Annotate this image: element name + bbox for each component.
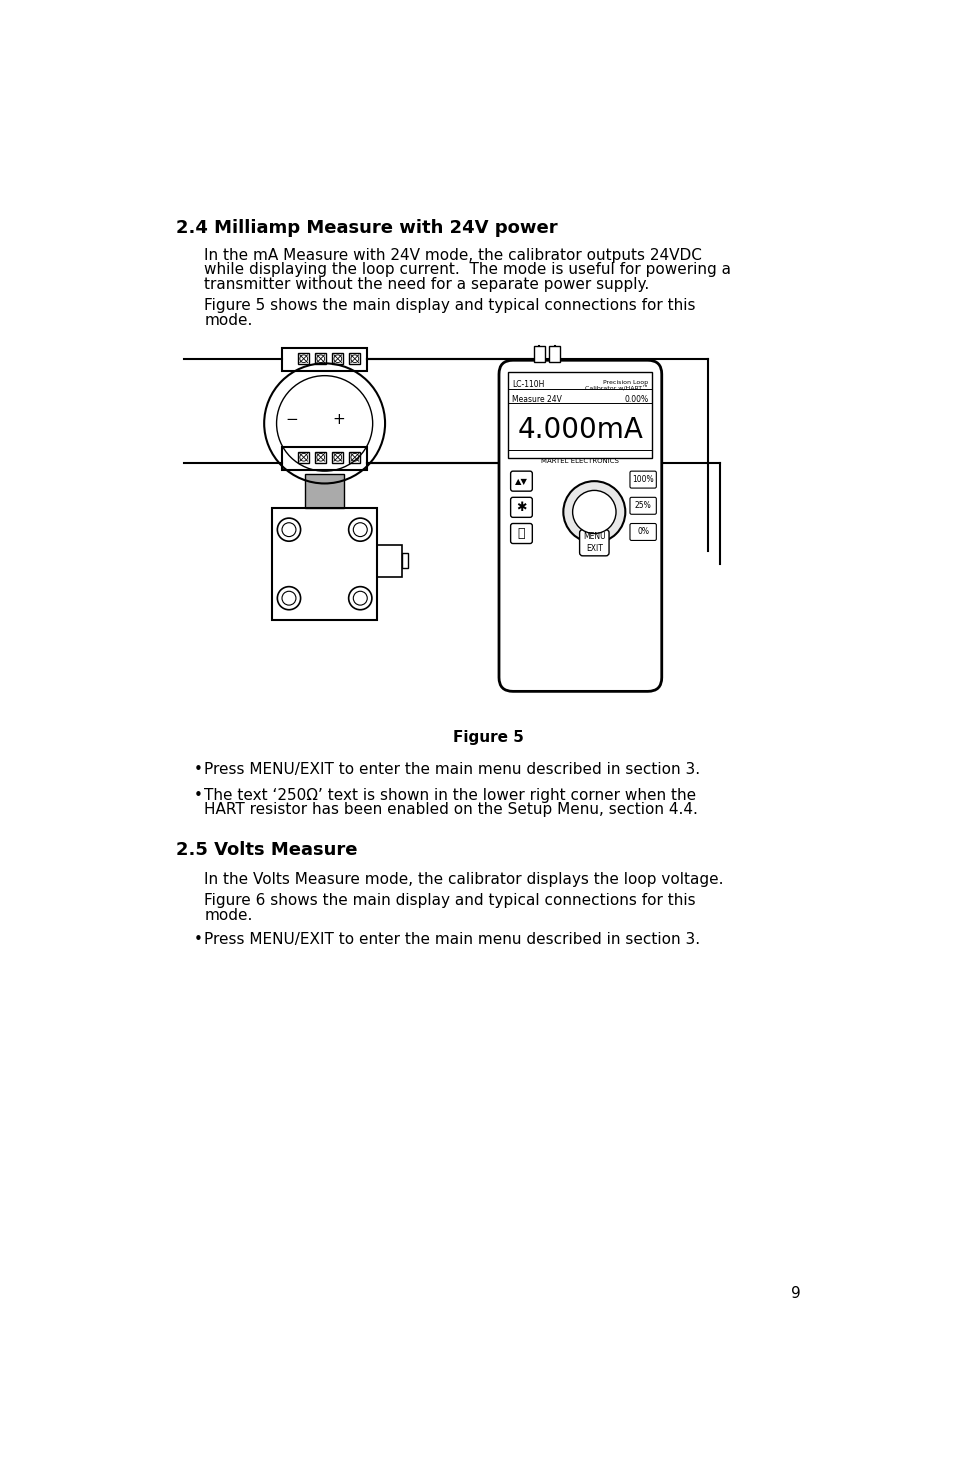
Circle shape xyxy=(572,490,616,534)
Bar xyxy=(282,447,367,469)
Bar xyxy=(298,354,309,364)
Text: 9: 9 xyxy=(791,1286,801,1301)
Text: In the mA Measure with 24V mode, the calibrator outputs 24VDC: In the mA Measure with 24V mode, the cal… xyxy=(204,248,701,263)
Text: ▲▼: ▲▼ xyxy=(515,476,527,485)
FancyBboxPatch shape xyxy=(629,471,656,488)
Circle shape xyxy=(562,481,624,543)
Text: Figure 6 shows the main display and typical connections for this: Figure 6 shows the main display and typi… xyxy=(204,892,696,909)
Bar xyxy=(298,451,309,463)
Bar xyxy=(377,546,402,577)
FancyBboxPatch shape xyxy=(579,530,608,556)
Text: In the Volts Measure mode, the calibrator displays the loop voltage.: In the Volts Measure mode, the calibrato… xyxy=(204,872,723,886)
FancyBboxPatch shape xyxy=(629,497,656,515)
Bar xyxy=(534,347,544,361)
Text: 2.4 Milliamp Measure with 24V power: 2.4 Milliamp Measure with 24V power xyxy=(175,220,557,237)
Text: MENU
EXIT: MENU EXIT xyxy=(582,532,605,553)
Text: transmitter without the need for a separate power supply.: transmitter without the need for a separ… xyxy=(204,277,649,292)
Text: Press MENU/EXIT to enter the main menu described in section 3.: Press MENU/EXIT to enter the main menu d… xyxy=(204,763,700,777)
Text: The text ‘250Ω’ text is shown in the lower right corner when the: The text ‘250Ω’ text is shown in the low… xyxy=(204,788,696,802)
Bar xyxy=(549,347,559,361)
Text: ⏻: ⏻ xyxy=(517,527,525,540)
Text: •: • xyxy=(193,763,202,777)
Bar xyxy=(402,553,408,568)
Text: 2.5 Volts Measure: 2.5 Volts Measure xyxy=(175,841,357,858)
Bar xyxy=(332,354,343,364)
FancyBboxPatch shape xyxy=(498,360,661,692)
Text: +: + xyxy=(332,412,345,428)
Text: Figure 5 shows the main display and typical connections for this: Figure 5 shows the main display and typi… xyxy=(204,298,696,313)
Bar xyxy=(508,372,652,459)
Text: −: − xyxy=(285,412,298,428)
Text: 4.000mA: 4.000mA xyxy=(517,416,642,444)
FancyBboxPatch shape xyxy=(510,471,532,491)
Text: Measure 24V: Measure 24V xyxy=(512,395,561,404)
Text: Precision Loop
Calibrator w/HART™: Precision Loop Calibrator w/HART™ xyxy=(584,379,648,391)
Bar xyxy=(315,354,326,364)
Text: MARTEL ELECTRONICS: MARTEL ELECTRONICS xyxy=(541,459,618,465)
Text: while displaying the loop current.  The mode is useful for powering a: while displaying the loop current. The m… xyxy=(204,263,731,277)
Text: mode.: mode. xyxy=(204,313,253,327)
Text: 25%: 25% xyxy=(634,502,651,510)
Bar xyxy=(305,475,344,507)
FancyBboxPatch shape xyxy=(510,497,532,518)
Text: HART resistor has been enabled on the Setup Menu, section 4.4.: HART resistor has been enabled on the Se… xyxy=(204,802,698,817)
Bar xyxy=(272,507,377,620)
Text: 100%: 100% xyxy=(632,475,653,484)
Bar xyxy=(349,354,360,364)
Bar xyxy=(282,348,367,372)
Text: Figure 5: Figure 5 xyxy=(453,730,524,745)
Text: •: • xyxy=(193,932,202,947)
Bar xyxy=(332,451,343,463)
Text: LC-110H: LC-110H xyxy=(512,379,544,388)
Text: •: • xyxy=(193,788,202,802)
FancyBboxPatch shape xyxy=(510,524,532,543)
Text: mode.: mode. xyxy=(204,907,253,923)
Bar xyxy=(349,451,360,463)
Text: Press MENU/EXIT to enter the main menu described in section 3.: Press MENU/EXIT to enter the main menu d… xyxy=(204,932,700,947)
Text: ✱: ✱ xyxy=(516,502,526,513)
Text: 0%: 0% xyxy=(637,528,648,537)
Text: 0.00%: 0.00% xyxy=(624,395,648,404)
Bar xyxy=(315,451,326,463)
FancyBboxPatch shape xyxy=(629,524,656,540)
